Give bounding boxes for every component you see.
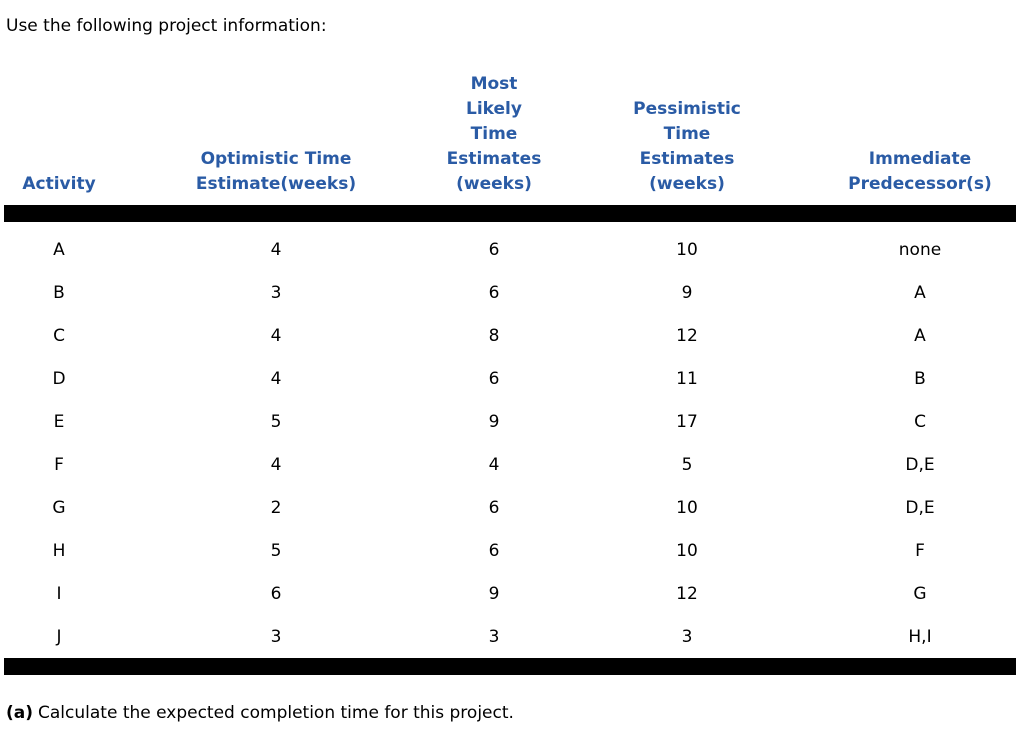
cell-activity: D xyxy=(52,368,66,389)
cell-most-likely: 6 xyxy=(488,282,500,303)
cell-predecessors: none xyxy=(898,239,942,260)
cell-pessimistic: 12 xyxy=(676,583,698,604)
cell-optimistic: 3 xyxy=(270,626,282,647)
table-header-row: Activity Optimistic Time Estimate(weeks)… xyxy=(4,72,1016,197)
cell-pessimistic: 3 xyxy=(681,626,693,647)
table-row: C 4 8 12 A xyxy=(4,314,1016,357)
table-row: H 5 6 10 F xyxy=(4,529,1016,572)
cell-predecessors: D,E xyxy=(905,497,935,518)
cell-optimistic: 3 xyxy=(270,282,282,303)
cell-pessimistic: 10 xyxy=(676,540,698,561)
cell-most-likely: 4 xyxy=(488,454,500,475)
question-label: (a) xyxy=(6,703,34,723)
cell-activity: C xyxy=(53,325,65,346)
intro-text: Use the following project information: xyxy=(6,16,327,36)
cell-predecessors: A xyxy=(914,282,926,303)
cell-optimistic: 2 xyxy=(270,497,282,518)
cell-optimistic: 4 xyxy=(270,454,282,475)
cell-pessimistic: 9 xyxy=(681,282,693,303)
page: Use the following project information: A… xyxy=(4,16,1018,725)
cell-activity: G xyxy=(52,497,66,518)
column-header-predecessors: Immediate Predecessor(s) xyxy=(848,149,992,194)
cell-most-likely: 8 xyxy=(488,325,500,346)
table-row: J 3 3 3 H,I xyxy=(4,615,1016,658)
column-header-most-likely: Most Likely Time Estimates (weeks) xyxy=(446,74,542,194)
cell-predecessors: G xyxy=(913,583,927,604)
cell-predecessors: B xyxy=(914,368,926,389)
cell-optimistic: 4 xyxy=(270,325,282,346)
table-top-rule xyxy=(4,205,1016,222)
cell-most-likely: 6 xyxy=(488,540,500,561)
cell-pessimistic: 11 xyxy=(676,368,698,389)
cell-optimistic: 4 xyxy=(270,239,282,260)
cell-activity: I xyxy=(56,583,62,604)
cell-optimistic: 5 xyxy=(270,540,282,561)
cell-activity: J xyxy=(56,626,62,647)
column-header-activity: Activity xyxy=(22,174,96,194)
table-row: G 2 6 10 D,E xyxy=(4,486,1016,529)
cell-predecessors: D,E xyxy=(905,454,935,475)
cell-predecessors: H,I xyxy=(908,626,932,647)
table-bottom-rule xyxy=(4,658,1016,675)
cell-most-likely: 6 xyxy=(488,239,500,260)
cell-predecessors: A xyxy=(914,325,926,346)
cell-pessimistic: 5 xyxy=(681,454,693,475)
column-header-optimistic: Optimistic Time Estimate(weeks) xyxy=(195,149,357,194)
cell-most-likely: 6 xyxy=(488,368,500,389)
cell-most-likely: 9 xyxy=(488,583,500,604)
column-header-pessimistic: Pessimistic Time Estimates (weeks) xyxy=(633,99,741,194)
cell-activity: A xyxy=(53,239,65,260)
cell-predecessors: F xyxy=(915,540,925,561)
table-row: D 4 6 11 B xyxy=(4,357,1016,400)
cell-predecessors: C xyxy=(914,411,926,432)
table-row: A 4 6 10 none xyxy=(4,228,1016,271)
cell-activity: F xyxy=(54,454,64,475)
cell-pessimistic: 10 xyxy=(676,497,698,518)
cell-activity: E xyxy=(53,411,65,432)
cell-activity: B xyxy=(53,282,65,303)
table-row: B 3 6 9 A xyxy=(4,271,1016,314)
project-table: Activity Optimistic Time Estimate(weeks)… xyxy=(4,72,1016,675)
cell-pessimistic: 10 xyxy=(676,239,698,260)
table-row: F 4 4 5 D,E xyxy=(4,443,1016,486)
cell-most-likely: 9 xyxy=(488,411,500,432)
cell-pessimistic: 12 xyxy=(676,325,698,346)
table-row: E 5 9 17 C xyxy=(4,400,1016,443)
cell-activity: H xyxy=(52,540,66,561)
table-body: A 4 6 10 none B 3 6 9 A C 4 8 12 A xyxy=(4,222,1016,658)
question-line: (a) Calculate the expected completion tim… xyxy=(6,701,1018,725)
cell-optimistic: 5 xyxy=(270,411,282,432)
cell-most-likely: 6 xyxy=(488,497,500,518)
cell-pessimistic: 17 xyxy=(676,411,698,432)
cell-optimistic: 6 xyxy=(270,583,282,604)
cell-most-likely: 3 xyxy=(488,626,500,647)
question-text: Calculate the expected completion time f… xyxy=(38,703,514,723)
cell-optimistic: 4 xyxy=(270,368,282,389)
table-row: I 6 9 12 G xyxy=(4,572,1016,615)
